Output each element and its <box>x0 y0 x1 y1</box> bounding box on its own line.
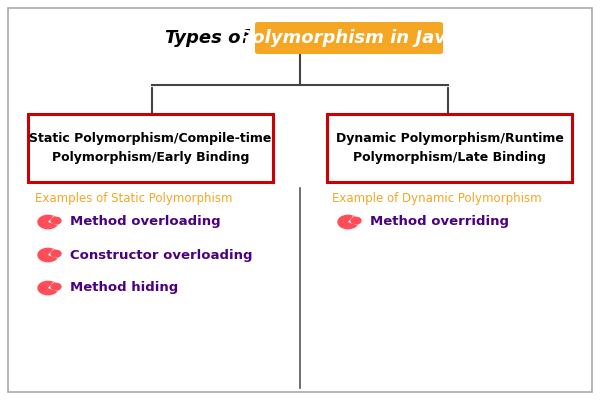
Circle shape <box>338 215 358 229</box>
Text: Dynamic Polymorphism/Runtime
Polymorphism/Late Binding: Dynamic Polymorphism/Runtime Polymorphis… <box>335 132 563 164</box>
Circle shape <box>38 215 58 229</box>
Wedge shape <box>48 282 58 291</box>
Circle shape <box>38 281 58 295</box>
Text: Example of Dynamic Polymorphism: Example of Dynamic Polymorphism <box>332 192 542 205</box>
Circle shape <box>51 283 61 290</box>
Wedge shape <box>48 249 58 258</box>
Text: Method hiding: Method hiding <box>70 282 178 294</box>
Text: Method overloading: Method overloading <box>70 216 221 228</box>
FancyBboxPatch shape <box>28 114 273 182</box>
Text: Method overriding: Method overriding <box>370 216 509 228</box>
FancyBboxPatch shape <box>327 114 572 182</box>
Wedge shape <box>48 216 58 225</box>
Text: Examples of Static Polymorphism: Examples of Static Polymorphism <box>35 192 233 205</box>
FancyBboxPatch shape <box>255 22 443 54</box>
Text: Static Polymorphism/Compile-time
Polymorphism/Early Binding: Static Polymorphism/Compile-time Polymor… <box>29 132 272 164</box>
Circle shape <box>351 217 361 224</box>
Circle shape <box>38 248 58 262</box>
Text: Constructor overloading: Constructor overloading <box>70 248 253 262</box>
Text: Types of: Types of <box>166 29 255 47</box>
Circle shape <box>51 250 61 257</box>
Wedge shape <box>348 216 358 225</box>
FancyBboxPatch shape <box>8 8 592 392</box>
Circle shape <box>51 217 61 224</box>
Text: Polymorphism in Java: Polymorphism in Java <box>239 29 458 47</box>
